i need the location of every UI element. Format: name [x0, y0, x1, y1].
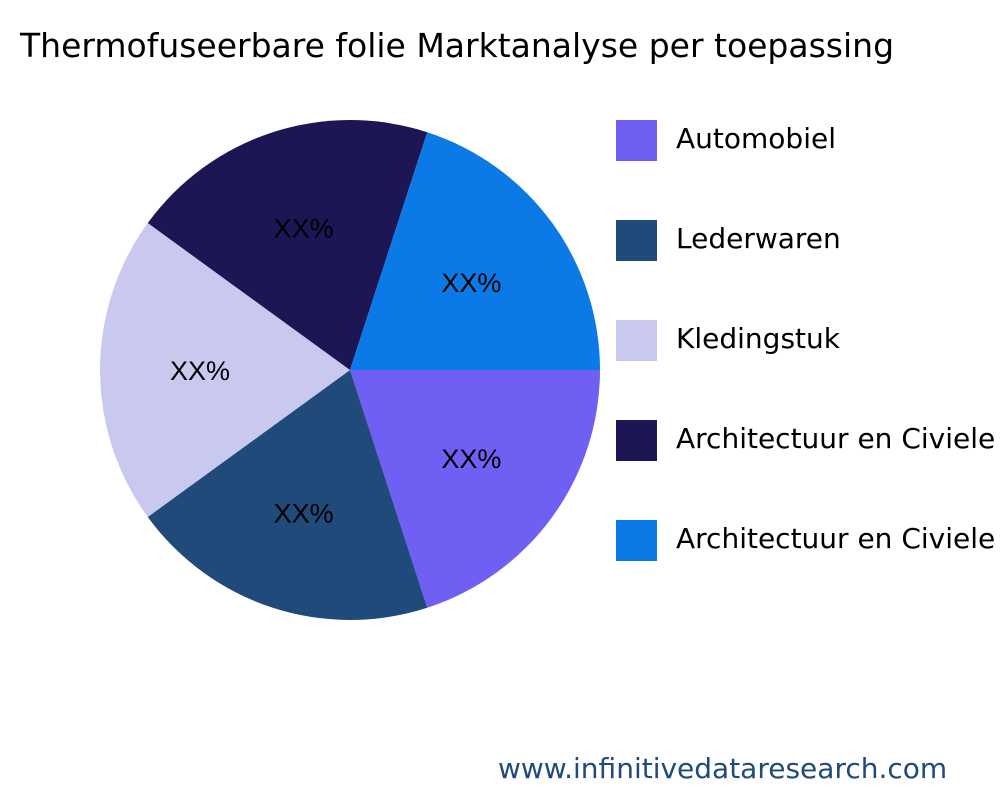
- pie-slice-4: [350, 132, 600, 370]
- footer-url[interactable]: www.infinitivedataresearch.com: [498, 752, 948, 785]
- pie-slice-2: [100, 223, 350, 517]
- legend-swatch: [616, 320, 657, 361]
- legend-label: Automobiel: [676, 122, 836, 155]
- slice-data-label: XX%: [274, 213, 334, 243]
- legend-label: Architectuur en Civiele: [676, 422, 996, 455]
- chart-title: Thermofuseerbare folie Marktanalyse per …: [20, 26, 895, 65]
- slice-data-label: XX%: [441, 444, 501, 474]
- slice-data-label: XX%: [441, 268, 501, 298]
- legend-swatch: [616, 520, 657, 561]
- legend-label: Kledingstuk: [676, 322, 840, 355]
- legend-swatch: [616, 220, 657, 261]
- pie-slice-3: [147, 120, 428, 370]
- slice-data-label: XX%: [170, 356, 230, 386]
- legend-swatch: [616, 420, 657, 461]
- slice-data-label: XX%: [274, 499, 334, 529]
- legend-label: Lederwaren: [676, 222, 841, 255]
- pie-slice-1: [147, 370, 428, 620]
- pie-slice-0: [350, 370, 600, 608]
- legend-label: Architectuur en Civiele: [676, 522, 996, 555]
- legend-swatch: [616, 120, 657, 161]
